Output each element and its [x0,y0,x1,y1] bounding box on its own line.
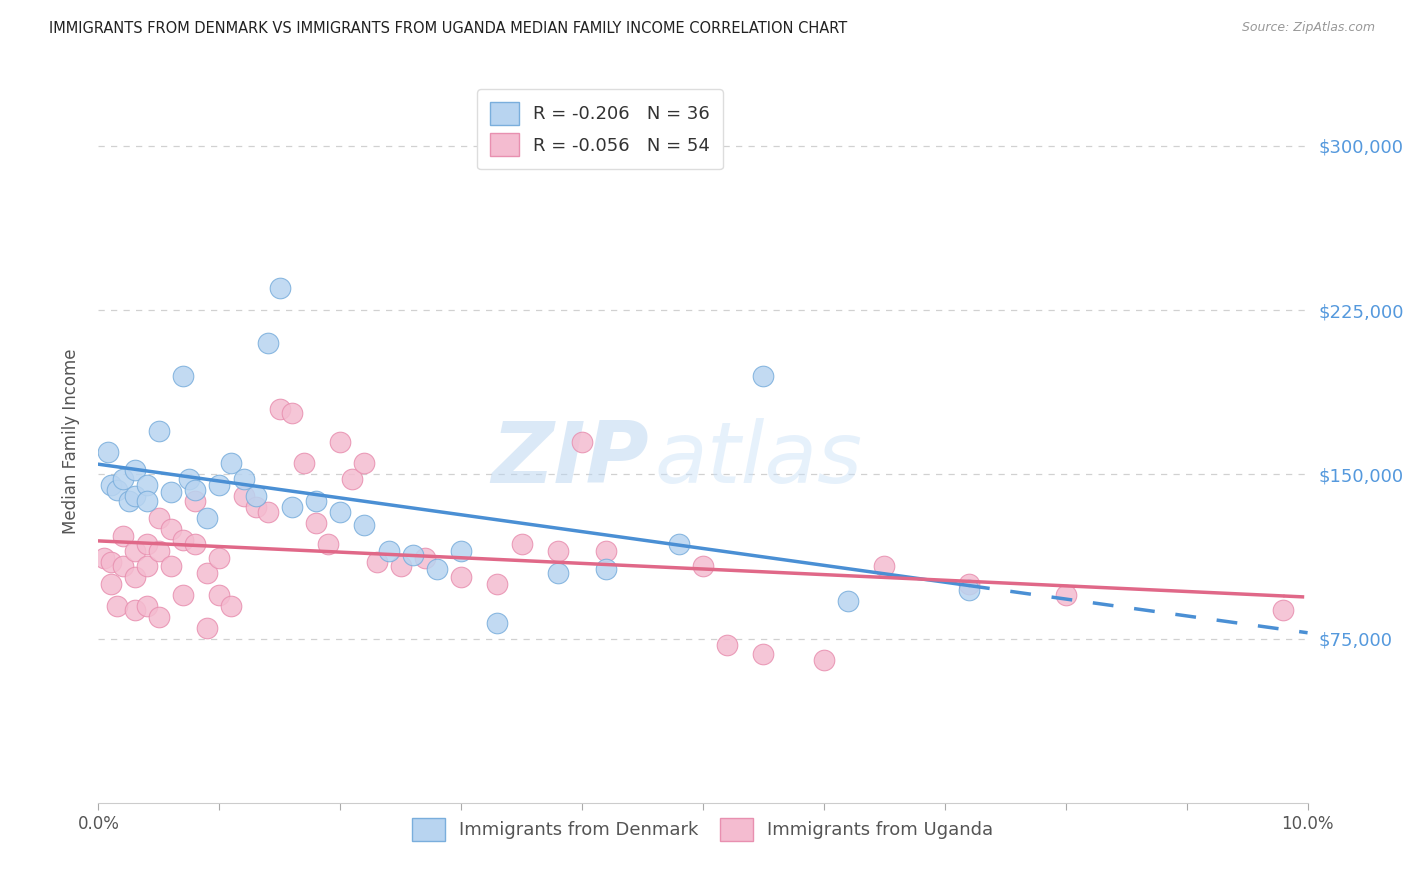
Point [377,544,399,558]
Point [105,483,128,497]
Point [752,647,775,661]
Point [813,653,835,667]
Point [184,483,207,497]
Point [595,544,617,558]
Point [450,544,472,558]
Text: ZIP: ZIP [491,418,648,501]
Point [97,445,120,459]
Point [329,505,352,519]
Point [232,472,254,486]
Point [184,537,207,551]
Point [486,577,509,591]
Point [413,550,436,565]
Point [148,511,170,525]
Point [208,588,231,602]
Point [450,570,472,584]
Point [957,583,980,598]
Y-axis label: Median Family Income: Median Family Income [62,349,80,534]
Point [547,544,569,558]
Point [118,493,141,508]
Point [172,533,194,547]
Point [547,566,569,580]
Point [668,537,690,551]
Point [426,561,449,575]
Point [342,472,364,486]
Point [160,522,183,536]
Point [389,559,412,574]
Point [172,368,194,383]
Point [100,577,122,591]
Point [105,599,128,613]
Point [269,401,291,416]
Point [208,550,231,565]
Point [837,594,859,608]
Point [329,434,352,449]
Point [292,457,315,471]
Point [93,550,115,565]
Point [148,544,170,558]
Point [305,516,328,530]
Point [256,336,278,351]
Point [221,599,243,613]
Point [124,544,146,558]
Point [752,368,775,383]
Point [135,493,157,508]
Point [571,434,593,449]
Legend: Immigrants from Denmark, Immigrants from Uganda: Immigrants from Denmark, Immigrants from… [405,810,1001,848]
Point [124,570,146,584]
Point [957,577,980,591]
Text: Source: ZipAtlas.com: Source: ZipAtlas.com [1241,21,1375,34]
Point [195,566,218,580]
Point [160,484,183,499]
Point [402,549,425,563]
Point [221,457,243,471]
Point [111,559,134,574]
Point [305,493,328,508]
Point [124,463,146,477]
Point [1054,588,1077,602]
Point [716,638,738,652]
Point [366,555,388,569]
Point [111,472,134,486]
Point [353,457,375,471]
Point [208,478,231,492]
Point [353,517,375,532]
Point [692,559,714,574]
Point [256,505,278,519]
Point [111,529,134,543]
Point [124,489,146,503]
Text: atlas: atlas [655,418,863,501]
Text: IMMIGRANTS FROM DENMARK VS IMMIGRANTS FROM UGANDA MEDIAN FAMILY INCOME CORRELATI: IMMIGRANTS FROM DENMARK VS IMMIGRANTS FR… [49,21,848,36]
Point [1272,603,1295,617]
Point [135,478,157,492]
Point [316,537,339,551]
Point [100,555,122,569]
Point [135,537,157,551]
Point [172,588,194,602]
Point [510,537,533,551]
Point [232,489,254,503]
Point [184,493,207,508]
Point [148,609,170,624]
Point [269,281,291,295]
Point [124,603,146,617]
Point [160,559,183,574]
Point [281,406,304,420]
Point [179,472,201,486]
Point [245,489,267,503]
Point [281,500,304,515]
Point [135,599,157,613]
Point [195,621,218,635]
Point [195,511,218,525]
Point [595,561,617,575]
Point [486,616,509,631]
Point [873,559,896,574]
Point [245,500,267,515]
Point [148,424,170,438]
Point [135,559,157,574]
Point [100,478,122,492]
